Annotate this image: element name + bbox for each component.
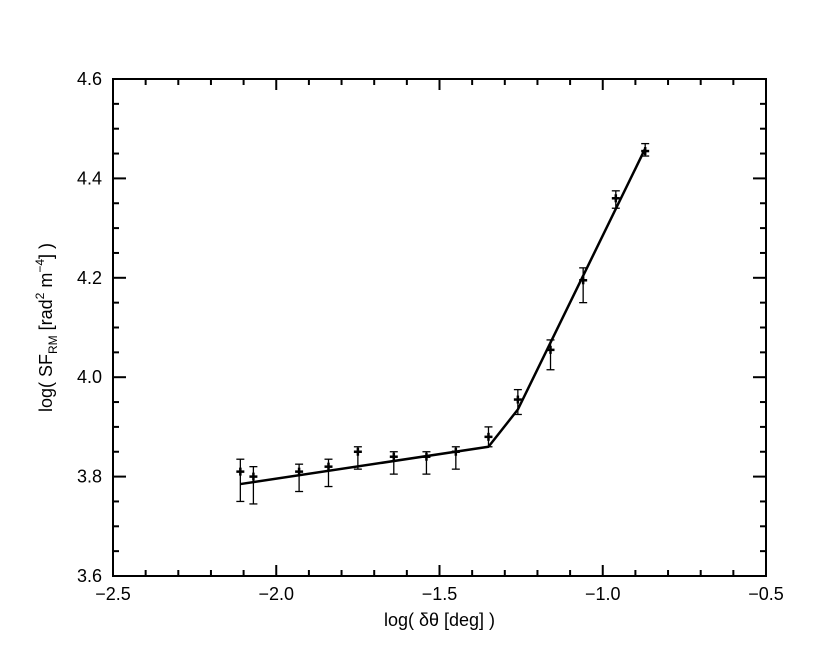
y-title-middle: [rad bbox=[36, 299, 56, 335]
data-point bbox=[324, 462, 333, 471]
x-tick-label: −2.5 bbox=[95, 584, 131, 604]
y-title-subscript: RM bbox=[46, 335, 60, 354]
x-tick-label: −1.5 bbox=[422, 584, 458, 604]
y-title-prefix: log( SF bbox=[36, 354, 56, 412]
data-point bbox=[389, 452, 398, 461]
data-point bbox=[249, 472, 258, 481]
y-tick-label: 4.6 bbox=[77, 69, 102, 89]
y-tick-label: 4.2 bbox=[77, 268, 102, 288]
y-title-suffix: ] ) bbox=[36, 243, 56, 259]
x-tick-label: −1.0 bbox=[585, 584, 621, 604]
y-axis-title: log( SFRM [rad2 m−4] ) bbox=[33, 243, 60, 412]
x-tick-label: −2.0 bbox=[258, 584, 294, 604]
error-bars bbox=[236, 142, 650, 505]
data-point bbox=[484, 432, 493, 441]
data-point bbox=[236, 467, 245, 476]
x-tick-label: −0.5 bbox=[748, 584, 784, 604]
data-points bbox=[236, 147, 650, 481]
y-title-sup1: 2 bbox=[33, 292, 47, 299]
axis-ticks bbox=[112, 78, 767, 577]
y-tick-label: 4.0 bbox=[77, 367, 102, 387]
y-title-middle2: m bbox=[36, 273, 56, 293]
x-axis-title: log( δθ [deg] ) bbox=[384, 610, 495, 630]
data-point bbox=[353, 447, 362, 456]
fit-line bbox=[240, 148, 647, 486]
plot-frame bbox=[112, 78, 767, 577]
data-point bbox=[513, 395, 522, 404]
y-tick-label: 3.6 bbox=[77, 566, 102, 586]
y-tick-label: 3.8 bbox=[77, 467, 102, 487]
y-tick-label: 4.4 bbox=[77, 168, 102, 188]
y-title-sup2: −4 bbox=[33, 259, 47, 273]
axis-tick-labels: −2.5 −2.0 −1.5 −1.0 −0.5 3.6 3.8 4.0 4.2 4.4 4.6 bbox=[77, 69, 784, 604]
data-point bbox=[611, 194, 620, 203]
